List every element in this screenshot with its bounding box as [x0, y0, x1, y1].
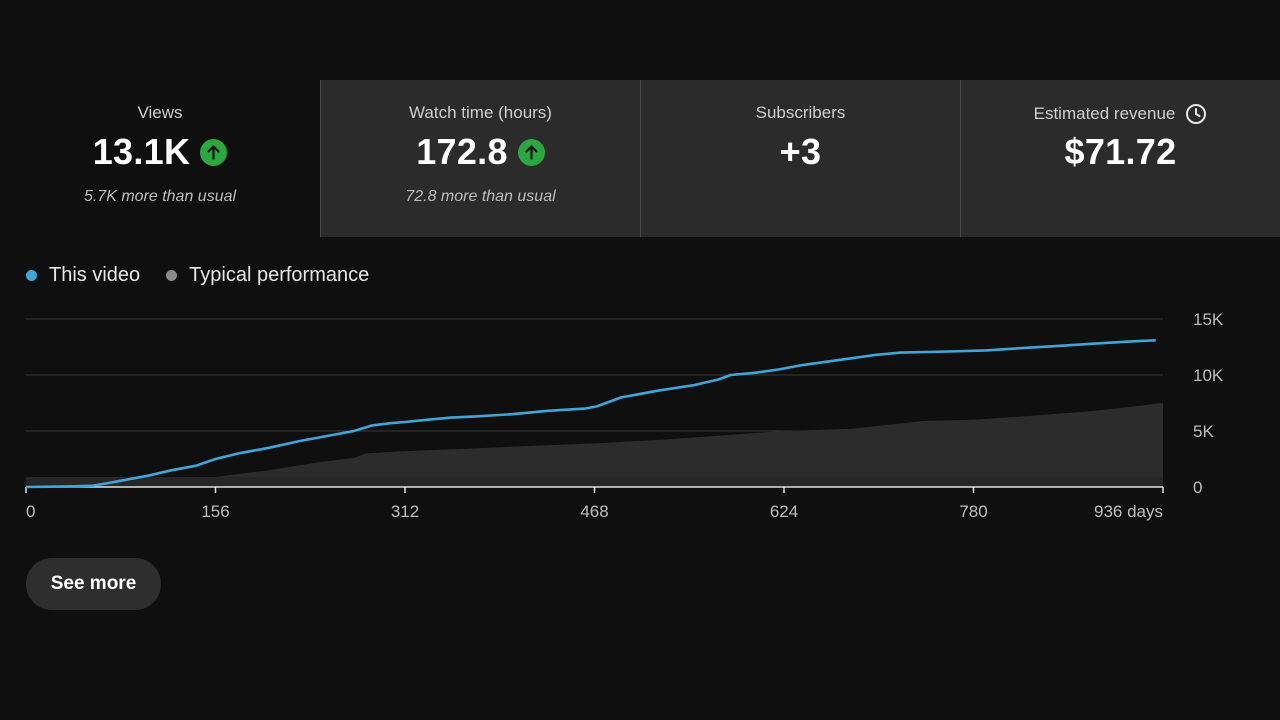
legend-label: This video: [49, 264, 141, 286]
card-subscribers[interactable]: Subscribers +3: [640, 80, 960, 237]
typical-performance-area: [26, 403, 1163, 487]
x-tick-label: 312: [391, 502, 419, 521]
legend-label: Typical performance: [189, 264, 370, 286]
card-revenue-value-row: $71.72: [961, 131, 1280, 173]
card-views-value: 13.1K: [92, 131, 191, 172]
card-revenue-label-row: Estimated revenue: [961, 103, 1280, 125]
metric-cards: Views 13.1K 5.7K more than usual Watch t…: [0, 80, 1280, 237]
card-watch-time[interactable]: Watch time (hours) 172.8 72.8 more than …: [320, 80, 640, 237]
x-tick-label: 0: [26, 502, 35, 521]
card-subscribers-value: +3: [779, 131, 822, 172]
legend-dot: [166, 270, 178, 281]
y-tick-label: 5K: [1193, 422, 1214, 441]
x-tick-label: 468: [580, 502, 608, 521]
this-video-line: [25, 339, 1156, 489]
card-views-note: 5.7K more than usual: [83, 188, 237, 205]
card-revenue-value: $71.72: [1064, 131, 1177, 172]
card-revenue-label: Estimated revenue: [1033, 104, 1176, 123]
legend-dot: [26, 270, 37, 281]
x-tick-label: 624: [770, 502, 798, 521]
x-tick-label: 156: [201, 502, 229, 521]
y-tick-label: 0: [1193, 478, 1202, 497]
card-watch-time-note: 72.8 more than usual: [405, 188, 556, 205]
card-views-label: Views: [137, 103, 183, 122]
typical-range-band: [26, 476, 1163, 487]
card-views-value-row: 13.1K: [0, 131, 320, 173]
x-tick-label: 780: [959, 502, 987, 521]
views-chart: 0 5K 10K 15K 0 156 312 468 624 780 936 days: [25, 310, 1224, 521]
y-tick-label: 15K: [1193, 310, 1224, 329]
y-tick-label: 10K: [1193, 366, 1224, 385]
clock-icon: [1185, 103, 1207, 125]
see-more-button[interactable]: See more: [26, 558, 161, 610]
card-revenue[interactable]: Estimated revenue $71.72: [960, 80, 1280, 237]
card-watch-time-label: Watch time (hours): [409, 103, 552, 122]
card-subscribers-label: Subscribers: [755, 103, 846, 122]
card-watch-time-value: 172.8: [416, 131, 508, 172]
card-subscribers-value-row: +3: [641, 131, 960, 173]
legend-item-this-video: This video: [26, 264, 140, 287]
chart-legend: This video Typical performance: [26, 264, 395, 287]
card-watch-time-value-row: 172.8: [321, 131, 640, 173]
card-views[interactable]: Views 13.1K 5.7K more than usual: [0, 80, 320, 237]
legend-item-typical: Typical performance: [166, 264, 369, 287]
arrow-up-icon: [517, 138, 545, 166]
arrow-up-icon: [200, 138, 228, 166]
x-tick-label: 936 days: [1094, 502, 1163, 521]
